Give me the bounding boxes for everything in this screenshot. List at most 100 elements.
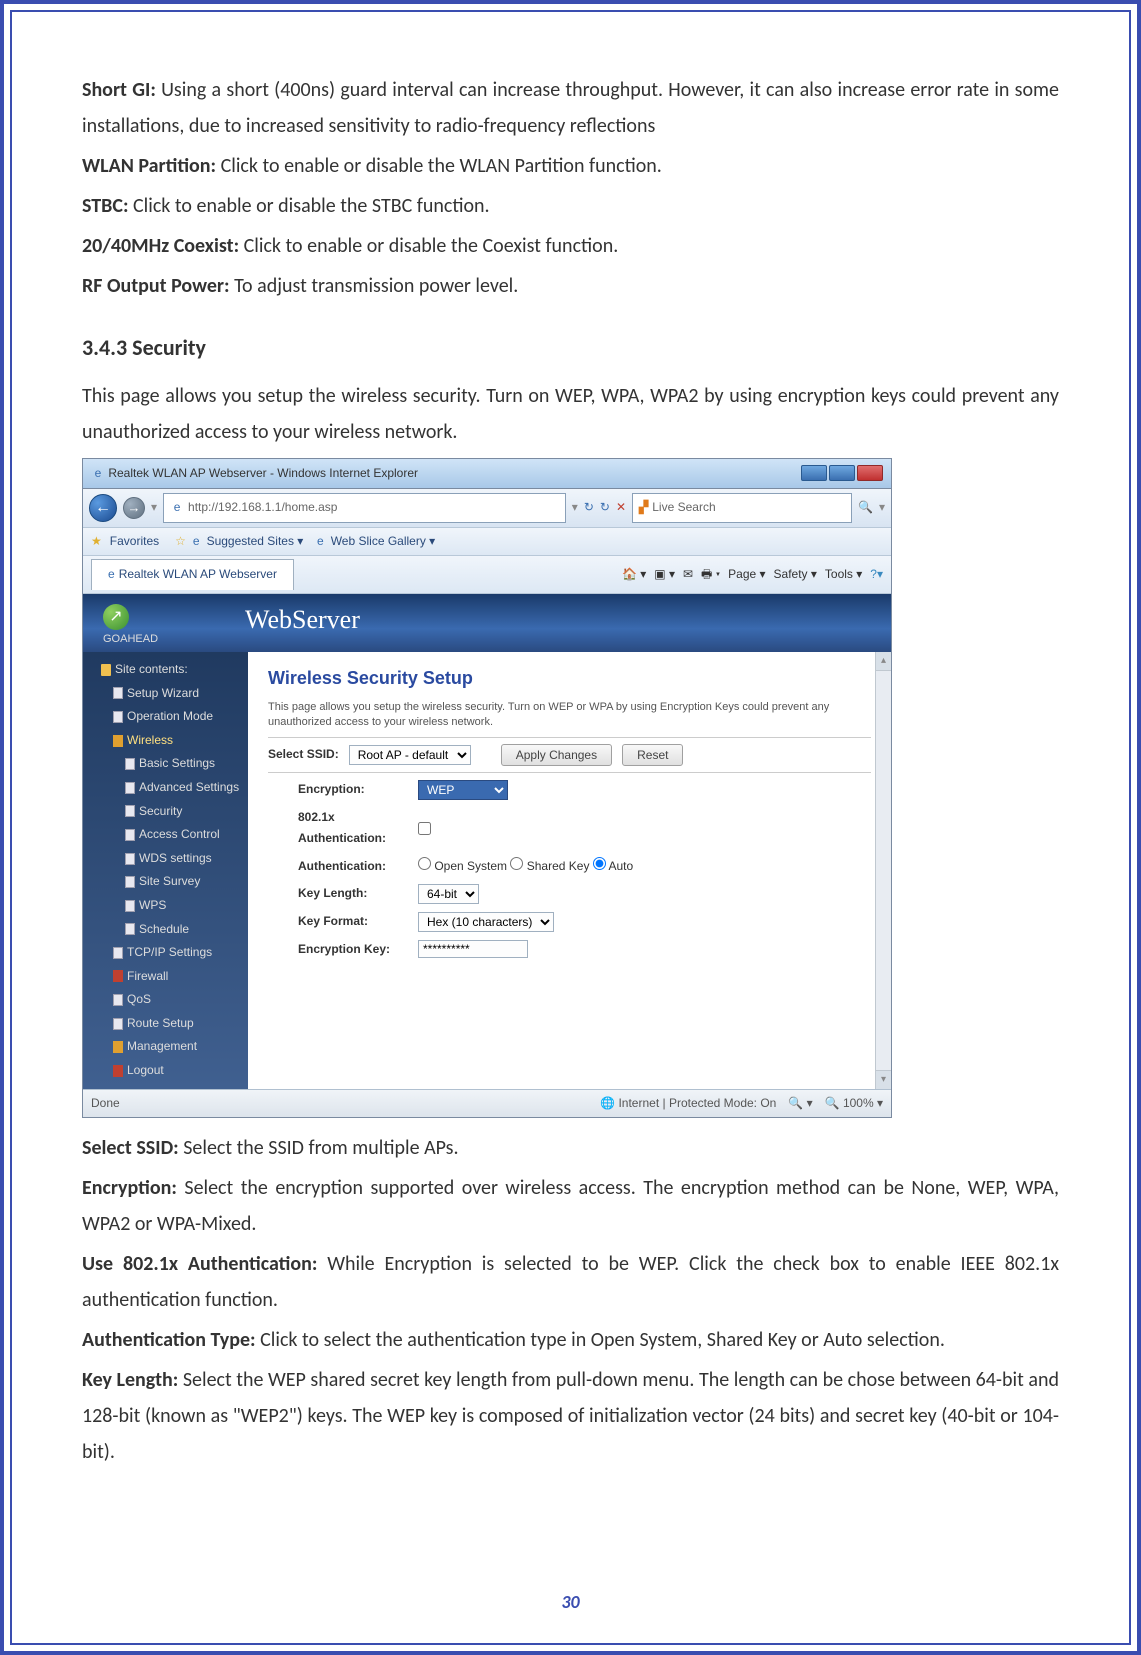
live-search-icon: ▞ <box>639 497 648 519</box>
document-body: Short GI: Using a short (400ns) guard in… <box>82 72 1059 1561</box>
sidebar-item[interactable]: Firewall <box>83 965 248 989</box>
status-zone: 🌐 Internet | Protected Mode: On <box>600 1093 776 1115</box>
menu-page[interactable]: Page ▾ <box>728 564 765 586</box>
row-keyfmt: Key Format: Hex (10 characters) <box>268 911 871 933</box>
close-button[interactable] <box>857 465 883 481</box>
checkbox-8021x[interactable] <box>418 822 431 835</box>
row-encryption: Encryption: WEP <box>268 779 871 801</box>
select-ssid[interactable]: Root AP - default <box>349 745 471 765</box>
sidebar-item[interactable]: QoS <box>83 988 248 1012</box>
sidebar-item[interactable]: Site contents: <box>83 658 248 682</box>
apply-button[interactable]: Apply Changes <box>501 744 612 766</box>
suggested-link[interactable]: e Suggested Sites ▾ <box>189 534 303 548</box>
stop-icon[interactable]: ✕ <box>616 497 626 519</box>
sidebar-item[interactable]: Management <box>83 1035 248 1059</box>
search-placeholder: Live Search <box>652 497 715 519</box>
search-dropdown-icon[interactable]: ▾ <box>879 497 885 519</box>
page-icon <box>125 853 135 865</box>
favorites-label[interactable]: Favorites <box>110 531 159 553</box>
sidebar-item-label: Advanced Settings <box>139 777 239 799</box>
para-stbc: STBC: Click to enable or disable the STB… <box>82 188 1059 224</box>
sidebar-item-label: Route Setup <box>127 1013 194 1035</box>
sidebar-item[interactable]: WPS <box>83 894 248 918</box>
addr-dropdown-icon[interactable]: ▾ <box>572 497 578 519</box>
sidebar-item[interactable]: Route Setup <box>83 1012 248 1036</box>
menu-tools[interactable]: Tools ▾ <box>825 564 862 586</box>
webserver-header: ↗ GOAHEAD WebServer <box>83 594 891 652</box>
orange-icon <box>113 1041 123 1053</box>
sidebar-item[interactable]: Wireless <box>83 729 248 753</box>
address-bar[interactable]: e http://192.168.1.1/home.asp <box>163 493 566 523</box>
webslice-link[interactable]: e Web Slice Gallery ▾ <box>313 534 435 548</box>
goahead-label: GOAHEAD <box>103 633 158 645</box>
reset-button[interactable]: Reset <box>622 744 683 766</box>
row-auth: Authentication: Open System Shared Key A… <box>268 856 871 878</box>
opt-auto[interactable]: Auto <box>593 859 633 873</box>
sidebar-item-label: Firewall <box>127 966 168 988</box>
page-icon <box>125 829 135 841</box>
row-enckey: Encryption Key: <box>268 939 871 961</box>
sidebar-item-label: Basic Settings <box>139 753 215 775</box>
row-keylen: Key Length: 64-bit <box>268 883 871 905</box>
sidebar-item[interactable]: Basic Settings <box>83 752 248 776</box>
sidebar-item[interactable]: Schedule <box>83 918 248 942</box>
opt-shared[interactable]: Shared Key <box>510 859 589 873</box>
search-bar[interactable]: ▞ Live Search <box>632 493 852 523</box>
label-encryption: Encryption: <box>268 779 408 801</box>
label-8021x: 802.1x Authentication: <box>268 807 408 850</box>
back-button[interactable]: ← <box>89 494 117 522</box>
webserver-logo: ↗ GOAHEAD <box>83 598 233 652</box>
e-icon: e <box>313 535 327 549</box>
row-select-ssid: Select SSID: Root AP - default Apply Cha… <box>268 744 871 766</box>
print-icon[interactable]: 🖶 ▾ <box>701 564 720 586</box>
sidebar-item[interactable]: TCP/IP Settings <box>83 941 248 965</box>
sidebar-item[interactable]: Logout <box>83 1059 248 1083</box>
window-buttons <box>801 465 883 481</box>
menu-safety[interactable]: Safety ▾ <box>774 564 817 586</box>
maximize-button[interactable] <box>829 465 855 481</box>
status-zoom[interactable]: 🔍 100% ▾ <box>825 1093 883 1115</box>
scrollbar-vertical[interactable] <box>875 652 891 1089</box>
sidebar-item[interactable]: Advanced Settings <box>83 776 248 800</box>
ie-command-row: e Realtek WLAN AP Webserver 🏠 ▾ ▣ ▾ ✉ 🖶 … <box>83 556 891 594</box>
sidebar-item[interactable]: Operation Mode <box>83 705 248 729</box>
mail-icon[interactable]: ✉ <box>683 564 693 586</box>
status-zoom-icon[interactable]: 🔍 ▾ <box>788 1093 812 1115</box>
refresh-icon[interactable]: ↻ <box>584 497 594 519</box>
status-done: Done <box>91 1093 120 1115</box>
para-coexist: 20/40MHz Coexist: Click to enable or dis… <box>82 228 1059 264</box>
ie-nav-row: ← → ▾ e http://192.168.1.1/home.asp ▾ ↻ … <box>83 489 891 528</box>
dropdown-icon[interactable]: ▾ <box>151 497 157 519</box>
para-ssid: Select SSID: Select the SSID from multip… <box>82 1130 1059 1166</box>
help-icon[interactable]: ?▾ <box>870 564 883 586</box>
select-encryption[interactable]: WEP <box>418 780 508 800</box>
sidebar-item[interactable]: Site Survey <box>83 870 248 894</box>
heading-343: 3.4.3 Security <box>82 328 1059 368</box>
sidebar-item[interactable]: WDS settings <box>83 847 248 871</box>
auth-options: Open System Shared Key Auto <box>418 856 633 878</box>
page-icon <box>125 876 135 888</box>
label-wlan: WLAN Partition: <box>82 154 216 178</box>
forward-button[interactable]: → <box>123 497 145 519</box>
sidebar-item-label: QoS <box>127 989 151 1011</box>
minimize-button[interactable] <box>801 465 827 481</box>
ie-tab[interactable]: e Realtek WLAN AP Webserver <box>91 559 294 590</box>
ie-titlebar: e Realtek WLAN AP Webserver - Windows In… <box>83 459 891 490</box>
sidebar-item-label: WDS settings <box>139 848 212 870</box>
refresh2-icon[interactable]: ↻ <box>600 497 610 519</box>
text-enc: Select the encryption supported over wir… <box>82 1176 1059 1236</box>
select-keyfmt[interactable]: Hex (10 characters) <box>418 912 554 932</box>
opt-open[interactable]: Open System <box>418 859 507 873</box>
favorites-star-icon[interactable]: ★ <box>91 531 102 553</box>
label-keylen: Key Length: <box>268 883 408 905</box>
home-icon[interactable]: 🏠 ▾ <box>622 564 646 586</box>
sidebar-item[interactable]: Access Control <box>83 823 248 847</box>
sidebar-item[interactable]: Security <box>83 800 248 824</box>
input-enckey[interactable] <box>418 940 528 958</box>
page-icon <box>125 758 135 770</box>
sidebar-item[interactable]: Setup Wizard <box>83 682 248 706</box>
search-icon[interactable]: 🔍 <box>858 497 873 519</box>
para-keylen: Key Length: Select the WEP shared secret… <box>82 1362 1059 1470</box>
feeds-icon[interactable]: ▣ ▾ <box>654 564 675 586</box>
select-keylen[interactable]: 64-bit <box>418 884 479 904</box>
